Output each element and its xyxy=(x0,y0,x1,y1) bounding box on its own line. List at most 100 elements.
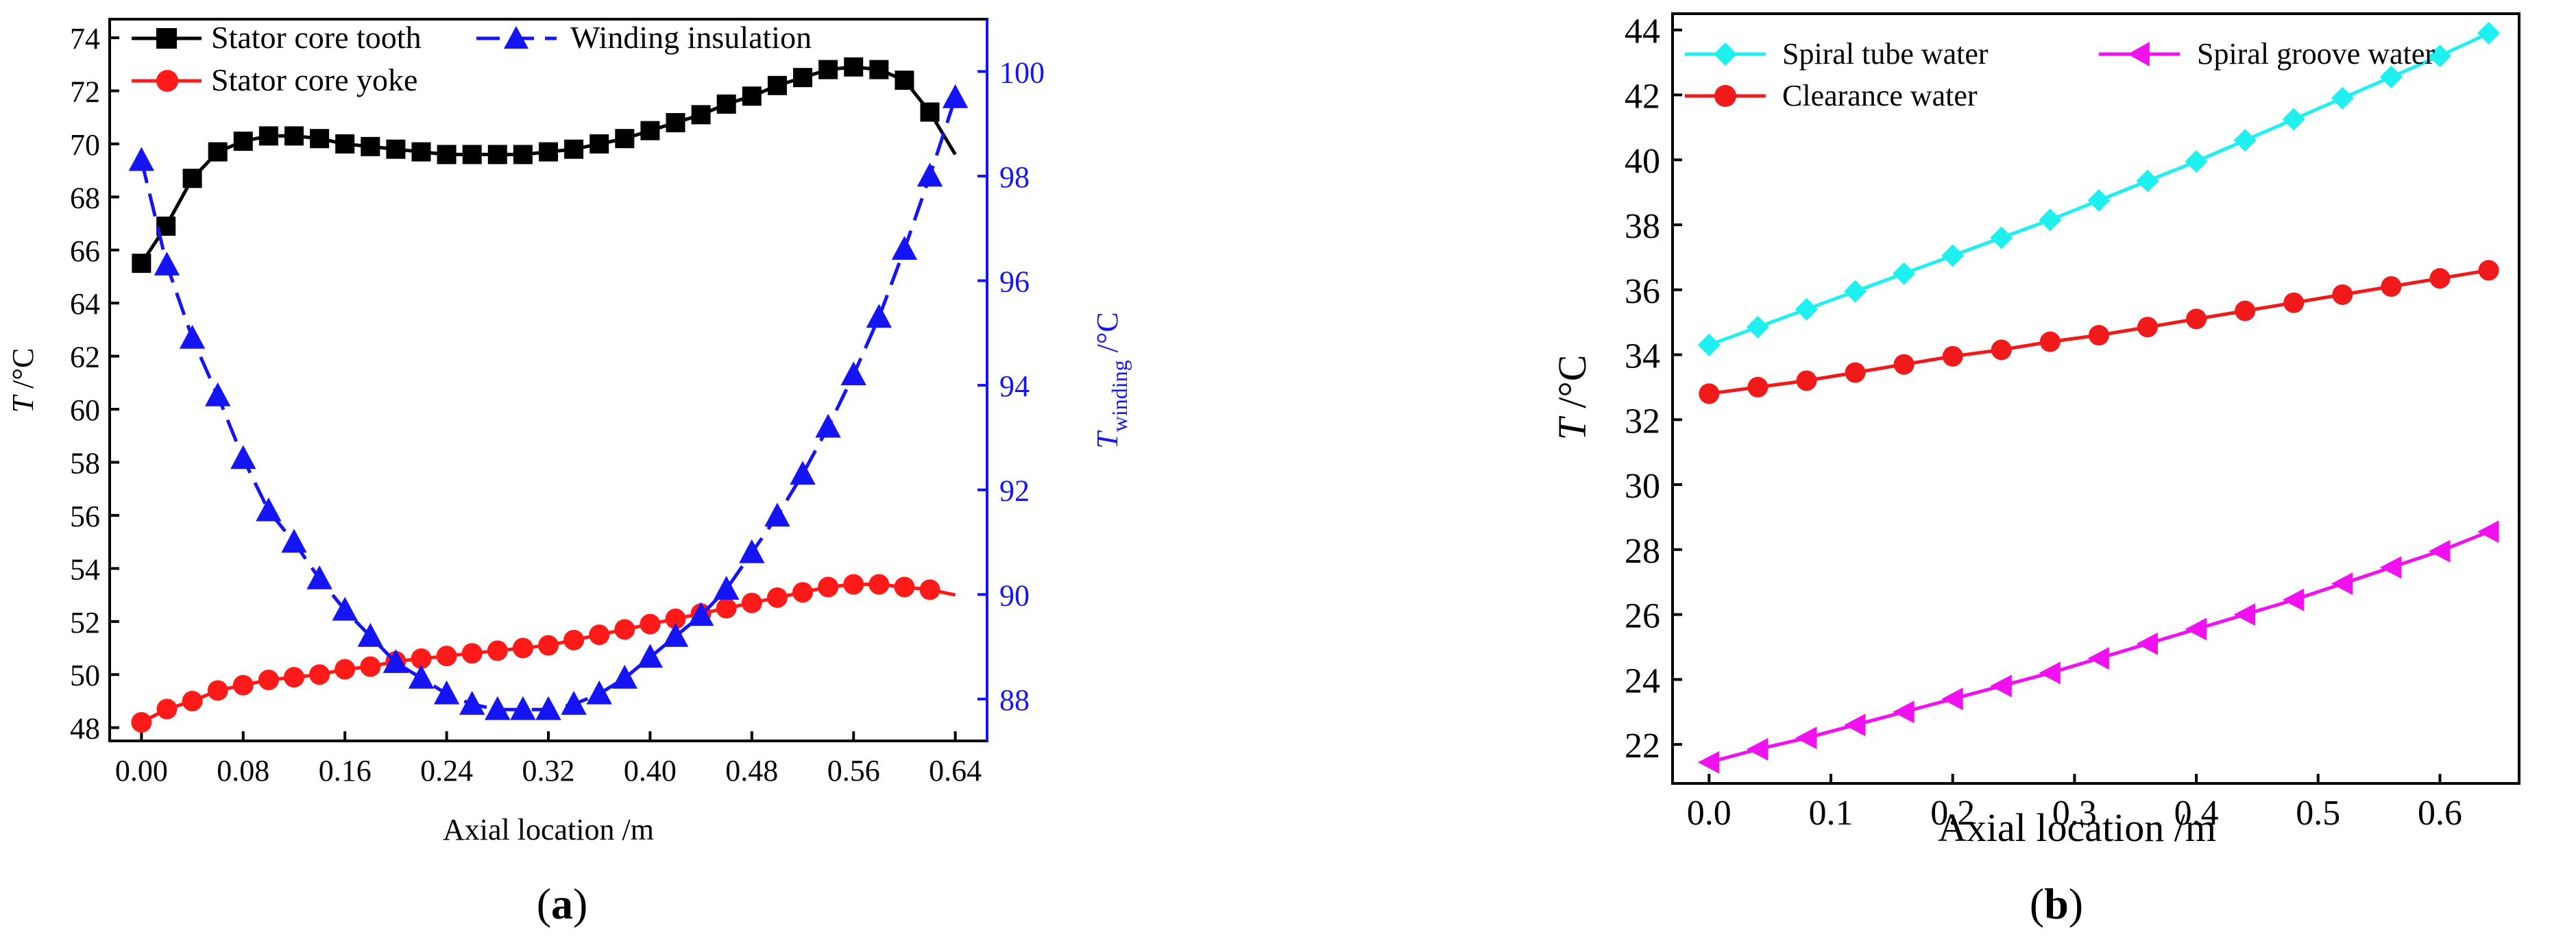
chart-a-series-3-point xyxy=(485,696,511,720)
chart-b-series-2-point xyxy=(2039,661,2061,685)
chart-a-series-3-point xyxy=(154,252,180,276)
chart-b-series-2-point xyxy=(1746,737,1769,761)
chart-a-series-2-point xyxy=(461,643,483,664)
chart-a-series-3-point xyxy=(256,497,282,522)
chart-b-series-1-point xyxy=(2477,21,2501,45)
chart-a-series-2-point xyxy=(232,674,254,696)
chart-b-x-tick-label: 0.6 xyxy=(2418,794,2462,833)
chart-a-series-2-point xyxy=(818,576,839,598)
chart-b-y-tick-label: 26 xyxy=(1625,597,1660,636)
chart-b-y-tick-label: 34 xyxy=(1625,337,1660,376)
chart-b-series-3-point xyxy=(1942,345,1963,367)
chart-a-series-1-point xyxy=(462,145,482,164)
chart-b-y-tick-label: 28 xyxy=(1625,532,1660,571)
chart-a-legend-entry-1: Stator core tooth xyxy=(211,20,422,55)
chart-a-series-2-point xyxy=(258,669,279,690)
chart-b-series-3-point xyxy=(2283,292,2305,313)
chart-a-y-tick-label: 60 xyxy=(70,393,100,427)
chart-a-x-tick-label: 0.08 xyxy=(217,754,269,788)
chart-a-y-tick-label: 52 xyxy=(70,606,100,639)
chart-a-y2-tick-label: 100 xyxy=(999,56,1045,89)
chart-a-series-1-point xyxy=(615,129,635,149)
chart-a-series-1-point xyxy=(487,145,507,164)
chart-a-series-3-point xyxy=(535,696,561,720)
chart-a-x-tick-label: 0.32 xyxy=(522,754,575,788)
chart-a-series-1-point xyxy=(742,86,762,106)
chart-b-series-3-point xyxy=(2235,300,2256,321)
chart-a-series-3-point xyxy=(764,502,790,527)
chart-b-series-1-point xyxy=(2039,208,2062,232)
chart-b-series-1-point xyxy=(2185,150,2208,173)
chart-b-series-1-point xyxy=(1795,297,1818,321)
chart-a-series-3-point xyxy=(866,304,892,328)
chart-a-series-1-point xyxy=(564,139,584,159)
chart-a-y-tick-label: 66 xyxy=(70,234,100,268)
chart-b-series-3-point xyxy=(2137,317,2159,338)
chart-b-x-tick-label: 0.2 xyxy=(1930,794,1975,833)
chart-a-series-2-point xyxy=(335,659,356,680)
chart-a-series-3-point xyxy=(230,445,256,470)
chart-a-series-3-point xyxy=(408,664,435,689)
chart-b-series-2-point xyxy=(1844,714,1866,737)
chart-a-panel-label: (a) xyxy=(537,879,588,928)
chart-a-series-1-point xyxy=(258,126,278,146)
chart-b-series-2-point xyxy=(2087,647,2109,670)
chart-b-series-2-point xyxy=(2428,539,2451,563)
chart-a-y2-axis-label: Twinding /°C xyxy=(1091,312,1132,449)
chart-a-series-2-point xyxy=(868,574,890,595)
chart-b-series-2-point xyxy=(2477,520,2499,544)
chart-a-y-tick-label: 54 xyxy=(70,552,100,586)
chart-b-y-tick-label: 38 xyxy=(1625,207,1660,246)
chart-b-series-3-point xyxy=(1991,339,2012,361)
chart-b-series-3-point xyxy=(2478,260,2499,281)
chart-b-series-1-point xyxy=(2282,108,2305,131)
chart-a-series-2-point xyxy=(640,613,661,635)
chart-a-series-1-point xyxy=(590,134,609,154)
chart-a-series-2-point xyxy=(894,576,915,598)
chart-a-series-3-point xyxy=(637,644,664,668)
chart-b-plot-frame xyxy=(1671,12,2520,785)
chart-a-series-1-point xyxy=(284,126,304,146)
chart-a-legend: Stator core tooth Winding insulation Sta… xyxy=(132,20,812,97)
chart-a-x-tick-label: 0.56 xyxy=(827,754,880,788)
chart-b-series-1-point xyxy=(1844,280,1867,303)
chart-b-series-1-point xyxy=(2379,65,2403,88)
chart-a-x-tick-label: 0.24 xyxy=(420,754,473,788)
chart-a-y-tick-label: 72 xyxy=(70,75,100,109)
chart-a-y-tick-label: 56 xyxy=(70,500,100,533)
chart-a-series-2-point xyxy=(843,574,864,595)
chart-a-legend-entry-2: Stator core yoke xyxy=(211,62,417,97)
chart-b-y-tick-label: 44 xyxy=(1625,12,1660,51)
chart-a-series-2-point xyxy=(487,640,508,661)
chart-a-series-1-point xyxy=(233,132,253,151)
chart-b-series-1-point xyxy=(2136,169,2159,193)
chart-b-y-tick-label: 22 xyxy=(1625,727,1660,766)
chart-b-series-1-point xyxy=(2087,188,2111,212)
chart-a-series-1-point xyxy=(386,139,406,159)
chart-a-series-3-point xyxy=(281,528,307,553)
chart-b-series-line-2 xyxy=(1708,530,2490,764)
chart-a-series-2-point xyxy=(741,592,762,613)
chart-a-x-tick-label: 0.48 xyxy=(725,754,778,788)
chart-a-series-2-point xyxy=(792,582,814,603)
chart-b-series-3-point xyxy=(1747,376,1769,398)
chart-a-series-1-point xyxy=(539,142,558,162)
chart-b-series-3-point xyxy=(1893,354,1915,375)
chart-a-series-1-point xyxy=(132,254,151,273)
chart-a-x-axis-label: Axial location /m xyxy=(443,813,654,846)
chart-b-x-tick-label: 0.5 xyxy=(2296,794,2340,833)
chart-a-series-1-point xyxy=(310,129,330,149)
chart-b-series-3-point xyxy=(2039,331,2061,352)
chart-a-series-3-point xyxy=(714,576,740,600)
chart-a-series-3-point xyxy=(179,324,206,349)
chart-a-x-tick-label: 0.00 xyxy=(115,754,168,788)
chart-a-y2-tick-label: 96 xyxy=(999,265,1030,299)
chart-b-series-1-point xyxy=(2233,129,2257,152)
chart-a-series-3-point xyxy=(128,147,155,171)
chart-a-series-3-point xyxy=(357,622,383,647)
chart-a-y2-tick-label: 90 xyxy=(999,578,1030,612)
chart-a-series-2-point xyxy=(512,637,533,659)
chart-b-series-2-point xyxy=(1697,751,1720,774)
chart-b-x-tick-label: 0.1 xyxy=(1809,794,1854,833)
chart-b-series-3-point xyxy=(2186,308,2207,330)
